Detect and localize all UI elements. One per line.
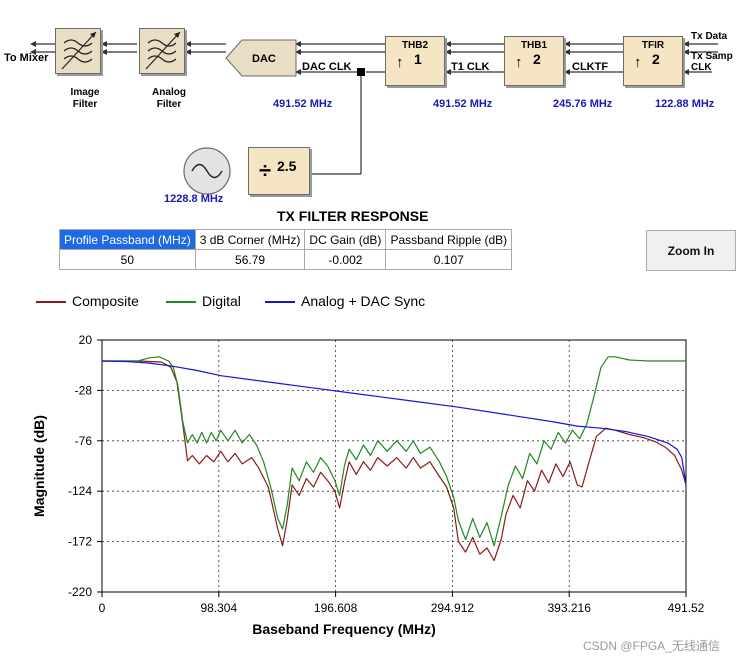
- x-tick-label: 294.912: [431, 601, 475, 615]
- y-tick-label: -76: [75, 434, 93, 448]
- clktf-label: CLKTF: [572, 61, 609, 73]
- filter-params-table: Profile Passband (MHz) 3 dB Corner (MHz)…: [59, 229, 513, 270]
- y-tick-label: -172: [68, 535, 92, 549]
- analog-filter-label: Analog Filter: [152, 87, 186, 110]
- divide-icon: ÷: [259, 158, 272, 183]
- legend-item-analog: Analog + DAC Sync: [265, 293, 425, 309]
- thb2-block[interactable]: THB2 ↑ 1: [385, 36, 445, 86]
- tx-samp-clk-label: Tx Samp CLK: [691, 51, 733, 73]
- oscillator-icon[interactable]: [182, 146, 234, 198]
- zoom-in-button[interactable]: Zoom In: [646, 230, 736, 271]
- y-axis-label: Magnitude (dB): [31, 415, 47, 517]
- filter-wave-icon: [61, 31, 97, 70]
- image-filter-block[interactable]: [55, 28, 101, 74]
- x-tick-label: 196.608: [314, 601, 358, 615]
- dac-block[interactable]: [224, 38, 300, 80]
- legend-label: Composite: [72, 293, 139, 309]
- up-arrow-icon: ↑: [515, 54, 523, 71]
- table-header-cell[interactable]: 3 dB Corner (MHz): [194, 229, 306, 250]
- tx-data-label: Tx Data: [691, 31, 728, 42]
- tfir-factor: 2: [652, 51, 660, 67]
- y-tick-label: -124: [68, 484, 92, 498]
- series-line-analog: [101, 360, 687, 485]
- x-tick-label: 393.216: [548, 601, 592, 615]
- x-tick-label: 98.304: [200, 601, 237, 615]
- tfir-title: TFIR: [641, 40, 665, 51]
- x-axis-label: Baseband Frequency (MHz): [252, 621, 436, 637]
- block-diagram-wiring: [30, 41, 718, 175]
- dac-clk-label: DAC CLK: [302, 61, 352, 73]
- legend-item-digital: Digital: [166, 293, 241, 309]
- y-tick-label: 20: [79, 333, 93, 347]
- series-line-digital: [102, 356, 686, 547]
- image-filter-label: Image Filter: [70, 87, 100, 110]
- oscillator-frequency: 1228.8 MHz: [164, 193, 224, 205]
- up-arrow-icon: ↑: [634, 54, 642, 71]
- thb1-block[interactable]: THB1 ↑ 2: [504, 36, 564, 86]
- t1-clk-label: T1 CLK: [451, 61, 490, 73]
- thb1-title: THB1: [520, 40, 548, 51]
- plot-frame: [101, 339, 687, 593]
- thb2-factor: 1: [414, 51, 422, 67]
- tfir-block[interactable]: TFIR ↑ 2: [623, 36, 683, 86]
- legend-swatch-digital: [166, 301, 196, 304]
- table-cell[interactable]: -0.002: [304, 249, 387, 270]
- legend-label: Analog + DAC Sync: [301, 293, 426, 309]
- x-tick-label: 0: [99, 601, 106, 615]
- up-arrow-icon: ↑: [396, 54, 404, 71]
- table-header-cell[interactable]: DC Gain (dB): [304, 229, 387, 250]
- table-header-row: Profile Passband (MHz) 3 dB Corner (MHz)…: [59, 229, 513, 250]
- y-tick-label: -28: [75, 383, 93, 397]
- series-line-composite: [102, 360, 687, 562]
- table-cell[interactable]: 50: [59, 249, 196, 270]
- thb2-frequency: 491.52 MHz: [433, 98, 493, 110]
- legend-swatch-analog: [265, 301, 295, 304]
- watermark: CSDN @FPGA_无线通信: [583, 639, 720, 653]
- table-header-cell[interactable]: Passband Ripple (dB): [385, 229, 513, 250]
- y-tick-label: -220: [68, 585, 92, 599]
- analog-filter-block[interactable]: [139, 28, 185, 74]
- divider-value: 2.5: [277, 158, 297, 174]
- table-cell[interactable]: 0.107: [385, 249, 513, 270]
- table-cell[interactable]: 56.79: [194, 249, 306, 270]
- legend-label: Digital: [202, 293, 241, 309]
- legend-item-composite: Composite: [36, 293, 139, 309]
- thb1-frequency: 245.76 MHz: [553, 98, 613, 110]
- table-header-cell[interactable]: Profile Passband (MHz): [59, 229, 196, 250]
- x-tick-label: 491.52: [668, 601, 705, 615]
- filter-response-chart[interactable]: 20 -28 -76 -124 -172 -220 0 98.304 196.608 294.91…: [0, 320, 750, 645]
- dac-label: DAC: [252, 53, 276, 65]
- filter-response-title: TX FILTER RESPONSE: [277, 208, 429, 224]
- thb2-title: THB2: [401, 40, 429, 51]
- filter-wave-icon: [145, 31, 181, 70]
- tfir-frequency: 122.88 MHz: [655, 98, 715, 110]
- to-mixer-label: To Mixer: [4, 52, 49, 64]
- dac-frequency: 491.52 MHz: [273, 98, 333, 110]
- legend-swatch-composite: [36, 301, 66, 304]
- table-row: 50 56.79 -0.002 0.107: [59, 249, 513, 270]
- clock-divider-block[interactable]: ÷ 2.5: [248, 147, 310, 195]
- thb1-factor: 2: [533, 51, 541, 67]
